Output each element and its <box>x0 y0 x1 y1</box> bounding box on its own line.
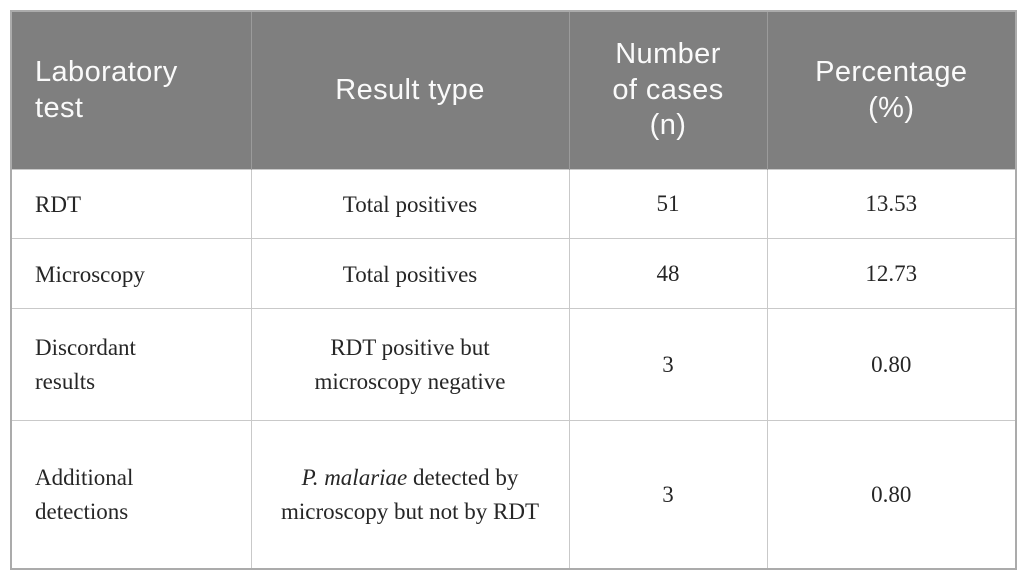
header-cell-result-type: Result type <box>250 11 569 170</box>
laboratory-test-text: Additional detections <box>35 465 134 524</box>
cell-laboratory-test: RDT <box>10 169 252 239</box>
cell-percentage: 13.53 <box>766 169 1017 239</box>
table-row: RDT Total positives 51 13.53 <box>10 169 1017 239</box>
table-header-row: Laboratory test Result type Number of ca… <box>11 11 1016 170</box>
result-type-text: Total positives <box>342 261 478 287</box>
table-body: RDT Total positives 51 13.53 Microscopy Total… <box>10 169 1017 570</box>
laboratory-test-text: RDT <box>35 192 81 218</box>
table-row: Discordant results RDT positive but micro… <box>10 308 1017 421</box>
header-cell-percentage: Percentage (%) <box>766 11 1016 170</box>
cell-number-of-cases: 51 <box>568 169 768 239</box>
result-type-text: Total positives <box>342 192 478 218</box>
cell-percentage: 0.80 <box>766 308 1017 421</box>
table-row: Microscopy Total positives 48 12.73 <box>10 238 1017 309</box>
cell-laboratory-test: Additional detections <box>10 420 252 570</box>
results-table: Laboratory test Result type Number of ca… <box>10 10 1017 570</box>
header-cell-laboratory-test: Laboratory test <box>11 11 251 170</box>
header-label: Number of cases (n) <box>612 38 724 142</box>
cell-laboratory-test: Microscopy <box>10 238 252 309</box>
laboratory-test-text: Discordant results <box>35 335 136 394</box>
header-cell-number-of-cases: Number of cases (n) <box>568 11 767 170</box>
cell-result-type: Total positives <box>250 238 570 309</box>
table-header: Laboratory test Result type Number of ca… <box>11 11 1016 170</box>
cell-number-of-cases: 3 <box>568 308 768 421</box>
cell-number-of-cases: 48 <box>568 238 768 309</box>
result-type-text: P. malariae detected by microscopy but n… <box>280 465 540 524</box>
laboratory-test-text: Microscopy <box>35 261 145 287</box>
header-label: Laboratory test <box>35 56 178 124</box>
cell-number-of-cases: 3 <box>568 420 768 570</box>
cell-percentage: 0.80 <box>766 420 1017 570</box>
cell-percentage: 12.73 <box>766 238 1017 309</box>
header-label: Result type <box>335 74 485 107</box>
header-label: Percentage (%) <box>815 56 968 124</box>
cell-result-type: P. malariae detected by microscopy but n… <box>250 420 570 570</box>
cell-result-type: Total positives <box>250 169 570 239</box>
cell-result-type: RDT positive but microscopy negative <box>250 308 570 421</box>
table-row: Additional detections P. malariae detecte… <box>10 420 1017 570</box>
result-type-text: RDT positive but microscopy negative <box>314 335 506 394</box>
cell-laboratory-test: Discordant results <box>10 308 252 421</box>
